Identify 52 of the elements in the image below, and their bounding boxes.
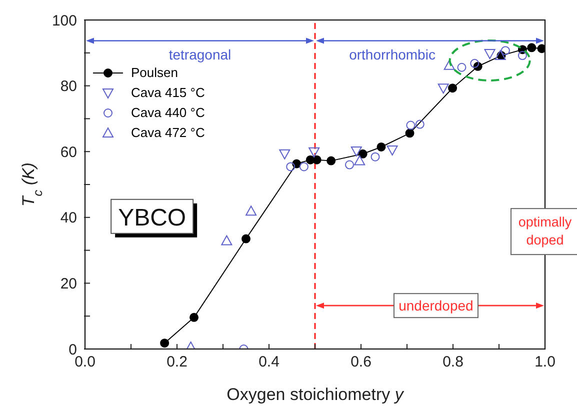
x-axis-title: Oxygen stoichiometry y bbox=[226, 385, 405, 404]
point bbox=[457, 62, 466, 72]
point bbox=[345, 160, 354, 170]
point bbox=[242, 234, 250, 244]
point bbox=[527, 43, 536, 52]
y-tick-label: 100 bbox=[52, 12, 77, 30]
point bbox=[484, 49, 496, 60]
point bbox=[350, 146, 362, 156]
point bbox=[299, 162, 308, 172]
annotation: orthorrhombic bbox=[349, 46, 436, 63]
x-tick-label: 0.6 bbox=[350, 354, 372, 371]
point bbox=[279, 149, 290, 160]
legend-label: Cava 415 °C bbox=[131, 84, 205, 102]
point bbox=[190, 312, 199, 322]
annotation: underdoped bbox=[398, 298, 474, 314]
point bbox=[221, 235, 232, 246]
annotation: YBCO bbox=[118, 204, 186, 232]
point bbox=[326, 156, 336, 166]
point bbox=[246, 206, 257, 216]
point bbox=[358, 149, 368, 158]
point bbox=[160, 338, 170, 348]
x-tick-label: 0.2 bbox=[166, 354, 188, 371]
x-tick-label: 1.0 bbox=[534, 354, 556, 371]
y-tick-label: 0 bbox=[68, 341, 77, 358]
point bbox=[406, 120, 416, 130]
legend-label: Poulsen bbox=[131, 64, 178, 82]
point bbox=[376, 142, 386, 152]
point bbox=[386, 145, 398, 156]
y-tick-label: 60 bbox=[60, 144, 77, 161]
point bbox=[444, 60, 455, 70]
point bbox=[405, 128, 414, 138]
point bbox=[518, 51, 527, 60]
point bbox=[286, 162, 296, 172]
x-tick-label: 0.8 bbox=[442, 354, 464, 371]
x-tick-label: 0.0 bbox=[74, 354, 96, 371]
point bbox=[470, 58, 480, 68]
point bbox=[537, 44, 545, 54]
point bbox=[500, 46, 510, 56]
y-tick-label: 20 bbox=[60, 276, 77, 293]
annotation: optimally doped bbox=[518, 214, 572, 248]
point bbox=[415, 120, 424, 129]
annotation: tetragonal bbox=[168, 46, 232, 63]
point bbox=[308, 147, 320, 158]
point bbox=[438, 84, 449, 94]
point bbox=[448, 84, 458, 93]
x-tick-label: 0.4 bbox=[258, 354, 280, 371]
legend-label: Cava 440 °C bbox=[131, 104, 205, 122]
legend-label: Cava 472 °C bbox=[131, 124, 205, 142]
point bbox=[354, 155, 366, 166]
y-tick-label: 40 bbox=[60, 210, 77, 227]
y-tick-label: 80 bbox=[60, 78, 77, 96]
point bbox=[370, 152, 380, 162]
